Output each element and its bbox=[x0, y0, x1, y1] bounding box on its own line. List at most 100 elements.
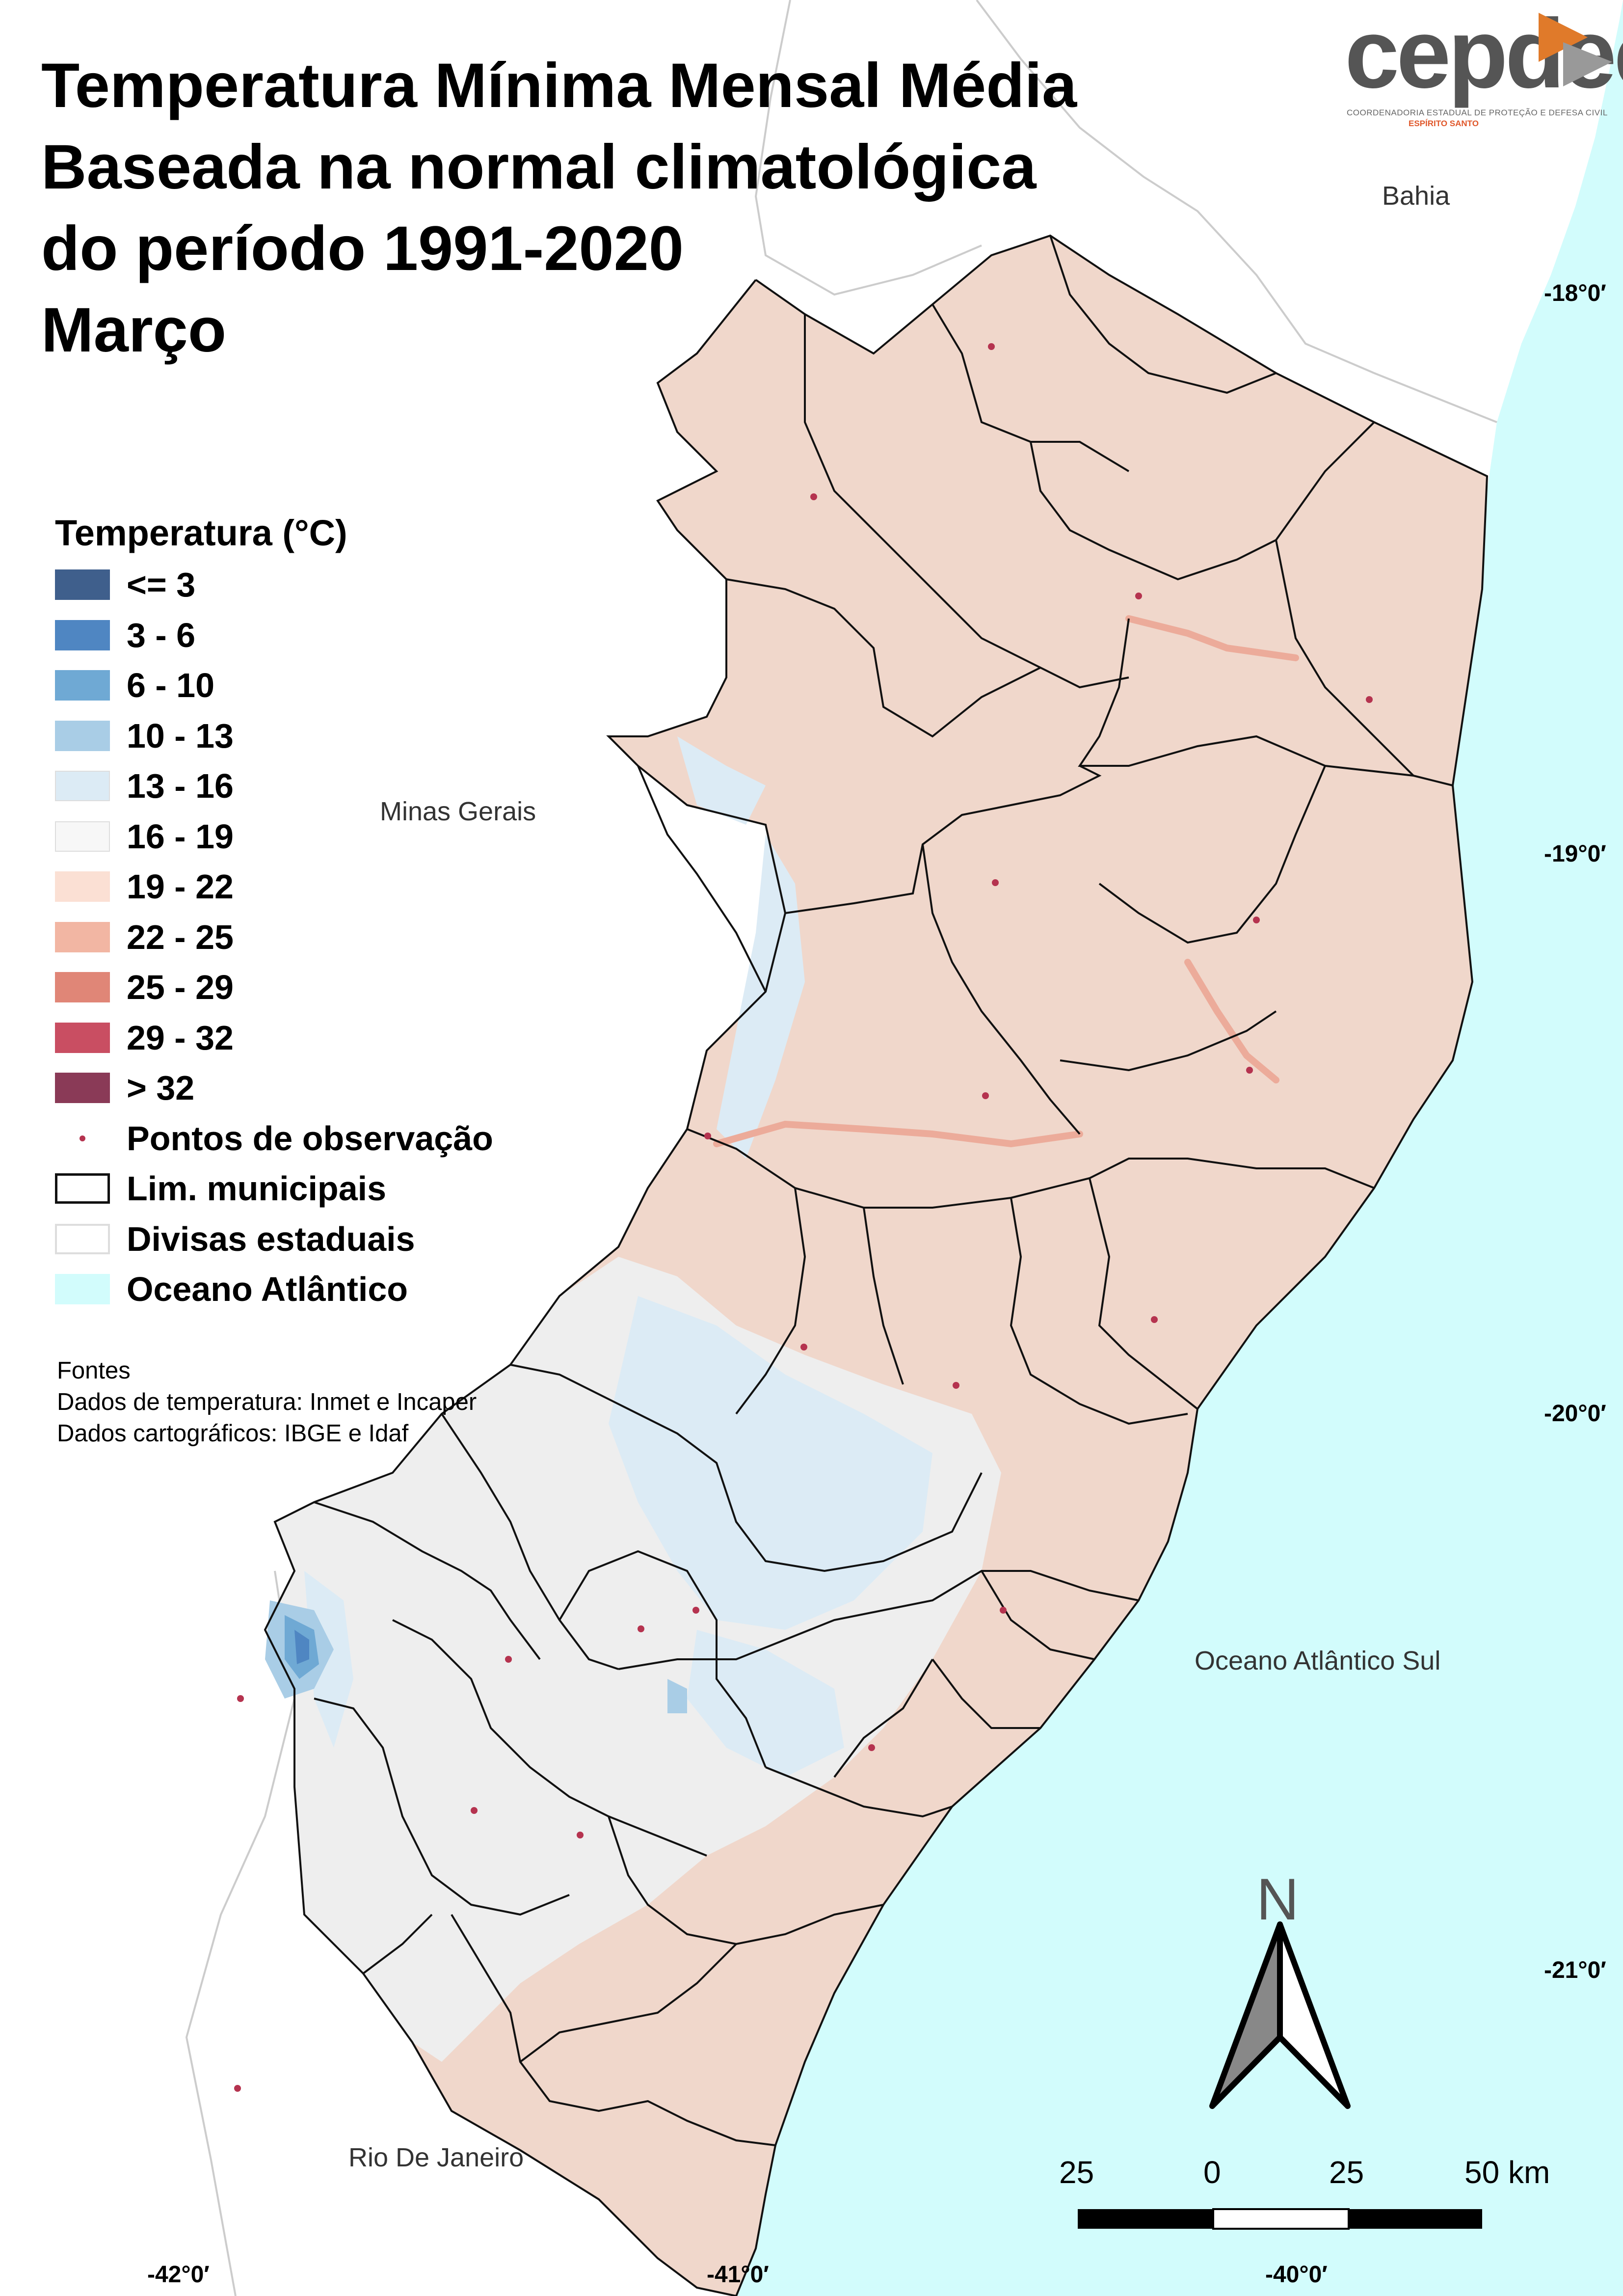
legend-color-swatch bbox=[55, 972, 110, 1003]
legend-label-municipal: Lim. municipais bbox=[127, 1169, 386, 1208]
scale-label-50km: 50 km bbox=[1464, 2155, 1550, 2190]
legend-row-temperature-class: 22 - 25 bbox=[55, 912, 546, 963]
logo-subtitle: COORDENADORIA ESTADUAL DE PROTEÇÃO E DEF… bbox=[1347, 108, 1608, 117]
sources-temperature: Dados de temperatura: Inmet e Incaper bbox=[57, 1389, 477, 1415]
legend-class-label: 13 - 16 bbox=[127, 767, 234, 806]
lat-label-18: -18°0′ bbox=[1544, 280, 1606, 306]
observation-point bbox=[1253, 917, 1260, 923]
legend-row-points: Pontos de observação bbox=[55, 1113, 546, 1164]
legend-color-swatch bbox=[55, 871, 110, 902]
observation-point bbox=[234, 2085, 241, 2092]
scale-label-25-right: 25 bbox=[1329, 2155, 1364, 2190]
observation-points bbox=[234, 343, 1373, 2092]
legend-color-swatch bbox=[55, 821, 110, 852]
observation-point bbox=[953, 1382, 959, 1389]
scale-label-0: 0 bbox=[1203, 2155, 1221, 2190]
legend-classes: <= 3 3 - 6 6 - 10 10 - 13 13 - 16 16 - 19 19 -… bbox=[55, 560, 546, 1113]
legend-class-label: 16 - 19 bbox=[127, 817, 234, 856]
observation-point bbox=[810, 493, 817, 500]
logo-subtitle-state: ESPÍRITO SANTO bbox=[1409, 119, 1479, 128]
warm-valleys bbox=[713, 615, 1299, 1148]
title-line-2: Baseada na normal climatológica bbox=[41, 132, 1037, 202]
title-line-month: Março bbox=[41, 295, 226, 365]
legend-row-temperature-class: 25 - 29 bbox=[55, 962, 546, 1013]
observation-point bbox=[1246, 1067, 1253, 1074]
scale-bar bbox=[1078, 2208, 1482, 2230]
legend-row-temperature-class: > 32 bbox=[55, 1063, 546, 1113]
legend-color-swatch bbox=[55, 620, 110, 650]
observation-point bbox=[638, 1625, 644, 1632]
legend-color-swatch bbox=[55, 771, 110, 802]
lat-label-19: -19°0′ bbox=[1544, 841, 1606, 867]
legend-row-temperature-class: 10 - 13 bbox=[55, 711, 546, 761]
legend-color-swatch bbox=[55, 1073, 110, 1104]
legend-label-ocean: Oceano Atlântico bbox=[127, 1270, 408, 1309]
legend-class-label: 25 - 29 bbox=[127, 968, 234, 1007]
observation-point bbox=[800, 1344, 807, 1351]
cold-spot bbox=[265, 1600, 687, 1713]
observation-point bbox=[577, 1832, 584, 1838]
label-rio-de-janeiro: Rio De Janeiro bbox=[348, 2143, 524, 2172]
legend-class-label: 6 - 10 bbox=[127, 666, 214, 705]
observation-point bbox=[1135, 593, 1142, 599]
lat-label-20: -20°0′ bbox=[1544, 1401, 1606, 1427]
observation-point bbox=[704, 1133, 711, 1139]
municipal-boundaries bbox=[264, 234, 1489, 2296]
legend-row-temperature-class: 3 - 6 bbox=[55, 610, 546, 661]
observation-point bbox=[988, 343, 995, 350]
legend-row-temperature-class: 29 - 32 bbox=[55, 1013, 546, 1063]
observation-point bbox=[982, 1092, 989, 1099]
legend-row-temperature-class: 13 - 16 bbox=[55, 761, 546, 811]
legend-label-points: Pontos de observação bbox=[127, 1119, 493, 1158]
legend-row-ocean: Oceano Atlântico bbox=[55, 1264, 546, 1315]
north-arrow bbox=[1209, 1921, 1351, 2109]
legend-row-state: Divisas estaduais bbox=[55, 1214, 546, 1265]
sources-heading: Fontes bbox=[57, 1357, 131, 1384]
legend-class-label: 29 - 32 bbox=[127, 1018, 234, 1057]
observation-point bbox=[1151, 1316, 1158, 1323]
atlantic-ocean bbox=[736, 0, 1623, 2296]
legend-class-label: 22 - 25 bbox=[127, 918, 234, 956]
legend-color-swatch bbox=[55, 569, 110, 600]
lat-label-21: -21°0′ bbox=[1544, 1957, 1606, 1983]
legend-row-temperature-class: 19 - 22 bbox=[55, 862, 546, 912]
label-bahia: Bahia bbox=[1382, 181, 1450, 211]
observation-point-icon bbox=[55, 1123, 110, 1154]
label-atlantic-ocean: Oceano Atlântico Sul bbox=[1195, 1646, 1441, 1675]
sources-note: Fontes Dados de temperatura: Inmet e Inc… bbox=[57, 1355, 494, 1449]
observation-point bbox=[1366, 696, 1373, 703]
municipal-boundary-swatch bbox=[55, 1173, 110, 1204]
legend-row-temperature-class: 6 - 10 bbox=[55, 660, 546, 711]
legend-title: Temperatura (°C) bbox=[55, 513, 347, 553]
label-minas-gerais: Minas Gerais bbox=[380, 797, 536, 826]
scale-label-25-left: 25 bbox=[1059, 2155, 1094, 2190]
lon-label-42: -42°0′ bbox=[147, 2262, 210, 2288]
lon-label-40: -40°0′ bbox=[1265, 2262, 1328, 2288]
state-boundary-swatch bbox=[55, 1223, 110, 1254]
legend-color-swatch bbox=[55, 670, 110, 701]
logo-arrow-icon bbox=[1539, 13, 1612, 86]
observation-point bbox=[505, 1656, 512, 1663]
observation-point bbox=[1000, 1607, 1007, 1614]
title-line-1: Temperatura Mínima Mensal Média bbox=[41, 51, 1077, 121]
observation-point bbox=[992, 879, 999, 886]
legend-class-label: > 32 bbox=[127, 1069, 195, 1107]
title-line-3: do período 1991-2020 bbox=[41, 214, 684, 284]
legend-class-label: 19 - 22 bbox=[127, 867, 234, 906]
map-title: Temperatura Mínima Mensal Média Baseada … bbox=[41, 45, 1219, 371]
legend-color-swatch bbox=[55, 720, 110, 751]
observation-point bbox=[868, 1744, 875, 1751]
observation-point bbox=[237, 1695, 244, 1702]
legend-row-municipal: Lim. municipais bbox=[55, 1163, 546, 1214]
legend-color-swatch bbox=[55, 921, 110, 952]
north-label: N bbox=[1256, 1866, 1299, 1932]
lon-label-41: -41°0′ bbox=[707, 2262, 769, 2288]
sources-cartographic: Dados cartográficos: IBGE e Idaf bbox=[57, 1420, 409, 1447]
legend-label-state: Divisas estaduais bbox=[127, 1219, 415, 1258]
legend-class-label: <= 3 bbox=[127, 566, 196, 604]
legend-row-temperature-class: 16 - 19 bbox=[55, 811, 546, 862]
observation-point bbox=[692, 1607, 699, 1614]
cepdec-logo: cepdec COORDENADORIA ESTADUAL DE PROTEÇÃ… bbox=[1335, 5, 1623, 129]
ocean-swatch bbox=[55, 1274, 110, 1305]
